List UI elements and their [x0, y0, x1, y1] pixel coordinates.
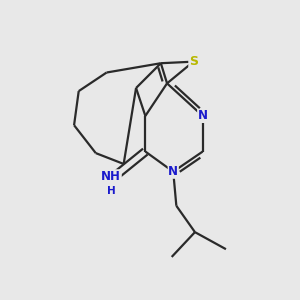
Text: S: S — [189, 55, 198, 68]
Text: N: N — [198, 110, 208, 122]
Text: H: H — [107, 186, 116, 196]
Text: N: N — [168, 165, 178, 178]
Text: NH: NH — [101, 170, 121, 183]
